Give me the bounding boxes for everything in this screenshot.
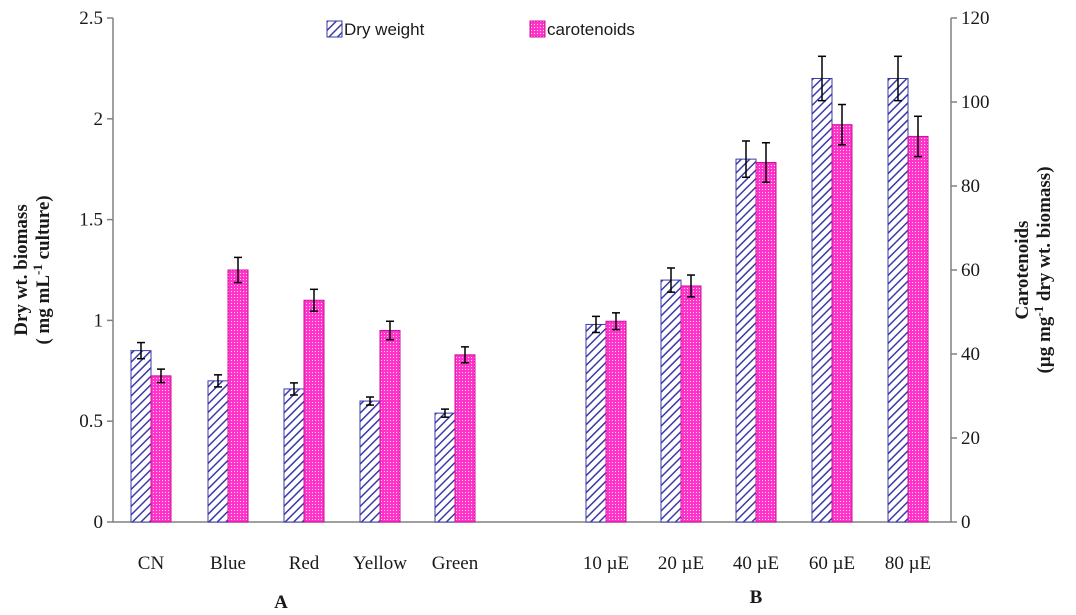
bar-carotenoids xyxy=(907,135,929,523)
right-tick-label: 0 xyxy=(961,512,971,533)
x-category-label: Red xyxy=(289,553,320,574)
x-category-label: Blue xyxy=(210,553,246,574)
x-category-label: CN xyxy=(138,553,165,574)
right-tick-label: 80 xyxy=(961,176,980,197)
bar-carotenoids xyxy=(454,354,476,523)
bar-dry-weight xyxy=(660,279,682,523)
bar-carotenoids xyxy=(150,375,172,523)
panel-label-b: B xyxy=(750,587,763,608)
bar-dry-weight xyxy=(735,158,757,523)
left-tick-label: 1 xyxy=(94,310,104,331)
legend-label-carotenoids: carotenoids xyxy=(547,20,635,39)
left-axis-title: Dry wt. biomass ( mg mL-1 culture) xyxy=(11,195,54,344)
right-tick-label: 40 xyxy=(961,344,980,365)
left-axis-title-line2: ( mg mL-1 culture) xyxy=(30,195,55,344)
bar-dry-weight xyxy=(283,388,305,523)
left-tick-label: 1.5 xyxy=(79,210,103,231)
right-tick-label: 60 xyxy=(961,260,980,281)
right-tick-label: 120 xyxy=(961,8,990,29)
bar-carotenoids xyxy=(379,329,401,523)
bar-dry-weight xyxy=(359,400,381,523)
bar-dry-weight xyxy=(811,77,833,523)
bar-dry-weight xyxy=(585,323,607,523)
bar-carotenoids xyxy=(303,299,325,523)
x-category-label: Yellow xyxy=(353,553,407,574)
x-category-label: 80 µE xyxy=(885,553,931,574)
bar-carotenoids xyxy=(605,320,627,523)
legend-swatch-dry-weight xyxy=(326,20,343,38)
left-tick-label: 0.5 xyxy=(79,411,103,432)
legend: Dry weight carotenoids xyxy=(326,20,635,39)
left-tick-label: 2.5 xyxy=(79,8,103,29)
bar-carotenoids xyxy=(680,285,702,523)
x-category-label: 20 µE xyxy=(658,553,704,574)
right-axis-title: Carotenoids (µg mg-1 dry wt. biomass) xyxy=(1012,166,1055,373)
panel-label-a: A xyxy=(274,592,288,613)
right-tick-label: 20 xyxy=(961,428,980,449)
bar-carotenoids xyxy=(831,124,853,523)
left-tick-label: 0 xyxy=(94,512,104,533)
left-axis-title-line1: Dry wt. biomass xyxy=(11,204,32,335)
bar-carotenoids xyxy=(227,269,249,523)
bar-carotenoids xyxy=(755,161,777,523)
left-tick-label: 2 xyxy=(94,109,104,130)
bar-dry-weight xyxy=(887,77,909,523)
right-tick-label: 100 xyxy=(961,92,990,113)
right-axis-title-line1: Carotenoids xyxy=(1012,221,1033,320)
legend-swatch-carotenoids xyxy=(529,20,546,38)
x-category-label: 60 µE xyxy=(809,553,855,574)
x-category-label: Green xyxy=(432,553,479,574)
bar-dry-weight xyxy=(434,412,456,523)
legend-label-dry-weight: Dry weight xyxy=(344,20,425,39)
right-axis-title-line2: (µg mg-1 dry wt. biomass) xyxy=(1031,166,1056,373)
bar-dry-weight xyxy=(130,350,152,523)
x-category-label: 40 µE xyxy=(733,553,779,574)
x-category-label: 10 µE xyxy=(583,553,629,574)
bar-dry-weight xyxy=(207,380,229,523)
